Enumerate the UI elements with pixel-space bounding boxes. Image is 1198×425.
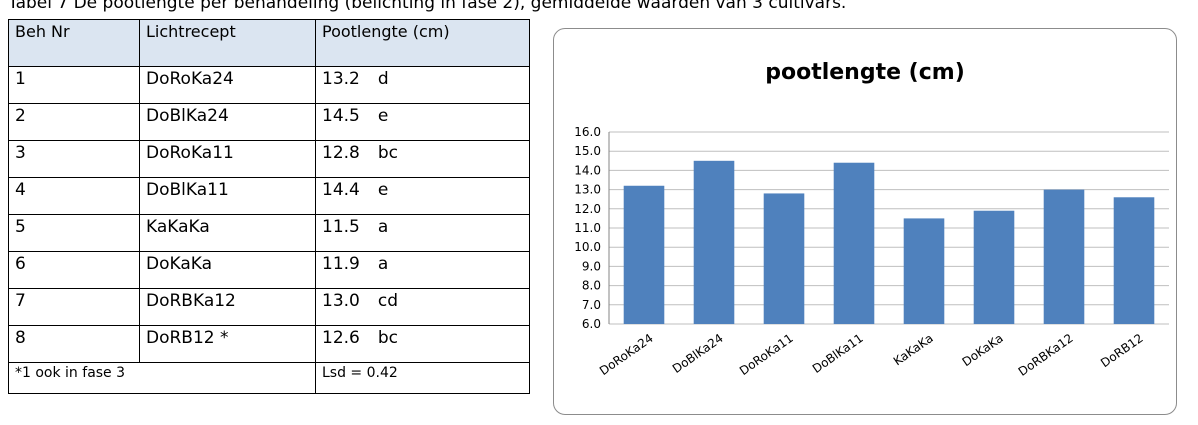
table-row: 4 DoBlKa11 14.4 e [8,177,530,215]
cell: 13.2 d [315,66,530,104]
table-row: 5 KaKaKa 11.5 a [8,214,530,252]
table: Beh Nr Lichtrecept Pootlengte (cm) 1 DoRoKa2… [8,19,530,394]
table-row: 3 DoRoKa11 12.8 bc [8,140,530,178]
x-tick-label: DoRoKa24 [597,331,656,378]
table-row: 1 DoRoKa24 13.2 d [8,66,530,104]
letter: a [377,217,389,237]
cell: 3 [8,140,140,178]
x-tick-label: DoBlKa11 [810,331,866,376]
table-row: 8 DoRB12 * 12.6 bc [8,325,530,363]
cell: DoRoKa24 [139,66,316,104]
table-row: 7 DoRBKa12 13.0 cd [8,288,530,326]
cell: DoBlKa11 [139,177,316,215]
letter: e [377,106,389,126]
header-cell: Pootlengte (cm) [315,19,530,67]
letter: cd [377,291,398,311]
bar [763,193,805,324]
value: 12.8 [322,143,360,163]
value: 11.9 [322,254,360,274]
y-tick-label: 16.0 [574,125,601,139]
value: 12.6 [322,328,360,348]
bar [1043,189,1085,324]
cell: 13.0 cd [315,288,530,326]
table-row: 2 DoBlKa24 14.5 e [8,103,530,141]
letter: d [377,69,389,89]
footer-row: *1 ook in fase 3 Lsd = 0.42 [8,362,530,394]
cell: 5 [8,214,140,252]
value: 13.2 [322,69,360,89]
bar [623,185,665,324]
x-tick-label: DoBlKa24 [670,331,726,376]
cell: 4 [8,177,140,215]
cell: DoRBKa12 [139,288,316,326]
bar [833,162,875,324]
y-tick-label: 13.0 [574,183,601,197]
footer-cell: *1 ook in fase 3 [8,362,316,394]
cell: 11.9 a [315,251,530,289]
bar [693,160,735,324]
table-row: 6 DoKaKa 11.9 a [8,251,530,289]
x-tick-label: KaKaKa [891,331,936,368]
y-tick-label: 12.0 [574,202,601,216]
cell: 7 [8,288,140,326]
cell: 12.6 bc [315,325,530,363]
chart-title: pootlengte (cm) [765,60,965,85]
header-row: Beh Nr Lichtrecept Pootlengte (cm) [8,19,530,67]
cell: 14.5 e [315,103,530,141]
cell: 14.4 e [315,177,530,215]
y-tick-label: 14.0 [574,163,601,177]
caption: Tabel 7 De pootlengte per behandeling (b… [8,0,847,13]
chart: pootlengte (cm) 6.0 7.0 8.0 9.0 10.0 11.0 12.0 1… [574,60,1169,379]
cell: KaKaKa [139,214,316,252]
y-tick-label: 9.0 [582,259,601,273]
cell: DoKaKa [139,251,316,289]
x-tick-label: DoRBKa12 [1016,331,1076,379]
bar [973,210,1015,324]
y-tick-label: 15.0 [574,144,601,158]
letter: a [377,254,389,274]
cell: 2 [8,103,140,141]
x-tick-label: DoRoKa11 [737,331,796,378]
cell: DoRoKa11 [139,140,316,178]
value: 14.5 [322,106,360,126]
cell: 1 [8,66,140,104]
y-tick-label: 6.0 [582,317,601,331]
letter: bc [377,143,398,163]
letter: e [377,180,389,200]
cell: DoRB12 * [139,325,316,363]
chart-frame: pootlengte (cm) 6.0 7.0 8.0 9.0 10.0 11.0 12.0 1… [553,28,1177,415]
letter: bc [377,328,398,348]
x-tick-label: DoRB12 [1098,331,1146,370]
footer-cell: Lsd = 0.42 [315,362,530,394]
y-tick-label: 7.0 [582,298,601,312]
value: 11.5 [322,217,360,237]
x-tick-label: DoKaKa [960,331,1006,369]
y-tick-label: 8.0 [582,279,601,293]
cell: 12.8 bc [315,140,530,178]
bar [1113,197,1155,324]
y-tick-label: 11.0 [574,221,601,235]
cell: DoBlKa24 [139,103,316,141]
y-tick-label: 10.0 [574,240,601,254]
header-cell: Beh Nr [8,19,140,67]
header-cell: Lichtrecept [139,19,316,67]
cell: 11.5 a [315,214,530,252]
value: 14.4 [322,180,360,200]
value: 13.0 [322,291,360,311]
bar [903,218,945,324]
cell: 6 [8,251,140,289]
cell: 8 [8,325,140,363]
